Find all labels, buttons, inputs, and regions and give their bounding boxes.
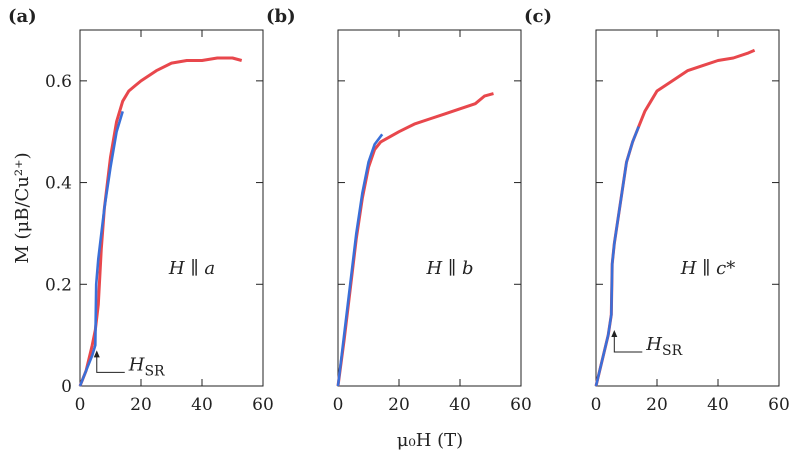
y-tick-label: 0.6: [45, 72, 72, 92]
panel-annotation: H ∥ a: [168, 258, 215, 279]
plot-frame: [337, 29, 522, 387]
x-tick-label: 60: [768, 395, 790, 415]
data-line: [336, 133, 384, 387]
panel-label: (b): [266, 6, 296, 27]
plot-frame: [79, 29, 264, 387]
y-tick-label: 0: [61, 377, 72, 397]
marker-arrow: [613, 334, 643, 353]
x-tick-label: 20: [646, 395, 668, 415]
marker-arrow: [96, 354, 125, 373]
marker-label-sub: SR: [662, 343, 683, 359]
marker-label: HSR: [128, 354, 165, 379]
y-tick-label: 0.2: [45, 275, 72, 295]
marker-label-main: H: [128, 354, 145, 375]
panel-annotation: H ∥ b: [426, 258, 474, 279]
data-line: [594, 48, 756, 387]
x-tick-label: 20: [388, 395, 410, 415]
y-tick-label: 0.4: [45, 174, 72, 194]
data-line: [594, 126, 640, 387]
x-tick-label: 60: [510, 395, 532, 415]
marker-arrowhead: [93, 350, 100, 358]
plot-frame: [595, 29, 780, 387]
data-line: [78, 111, 124, 387]
x-tick-label: 0: [333, 395, 344, 415]
marker-arrowhead: [611, 330, 618, 338]
marker-label-main: H: [645, 334, 662, 355]
data-line: [78, 56, 243, 387]
x-tick-label: 40: [707, 395, 729, 415]
panel-annotation: H ∥ c*: [680, 258, 736, 279]
data-line: [336, 92, 494, 387]
panel-label: (a): [8, 6, 37, 27]
x-tick-label: 20: [130, 395, 152, 415]
x-tick-label: 0: [591, 395, 602, 415]
marker-label-sub: SR: [144, 363, 165, 379]
x-tick-label: 40: [449, 395, 471, 415]
panel-label: (c): [524, 6, 552, 27]
y-axis-label: M (μB/Cu²⁺): [12, 152, 33, 263]
x-tick-label: 0: [75, 395, 86, 415]
x-tick-label: 40: [191, 395, 213, 415]
x-tick-label: 60: [252, 395, 274, 415]
marker-label: HSR: [645, 334, 682, 359]
x-axis-label: μ₀H (T): [397, 430, 463, 451]
